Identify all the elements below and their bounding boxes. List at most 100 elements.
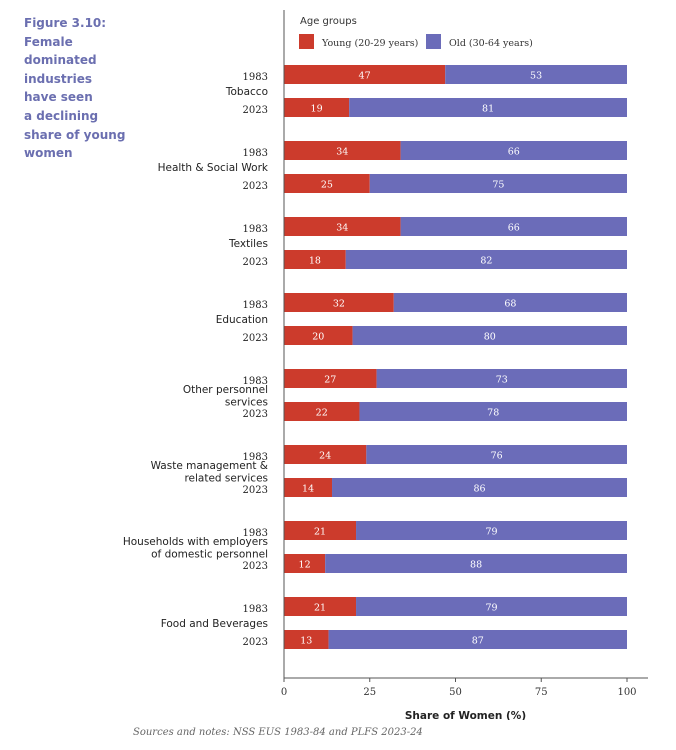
year-label: 2023 <box>243 257 268 268</box>
year-label: 1983 <box>243 376 268 387</box>
data-label-old: 78 <box>487 408 499 419</box>
figure-label: Figure 3.10: <box>24 16 107 30</box>
data-label-young: 20 <box>312 332 324 343</box>
data-label-old: 76 <box>491 451 503 462</box>
bar-segment-young <box>284 445 367 464</box>
x-tick-label: 75 <box>535 687 548 698</box>
data-label-young: 21 <box>314 603 326 614</box>
x-tick-label: 100 <box>617 687 636 698</box>
bar-segment-young <box>284 293 394 312</box>
bar-group: 47 53 1983 19 81 2023 Tobacco <box>225 65 627 117</box>
year-label: 2023 <box>243 181 268 192</box>
data-label-old: 80 <box>484 332 496 343</box>
data-label-old: 79 <box>485 603 497 614</box>
category-label: of domestic personnel <box>151 549 268 561</box>
data-label-young: 47 <box>359 71 371 82</box>
data-label-young: 34 <box>336 223 348 234</box>
year-label: 2023 <box>243 333 268 344</box>
data-label-young: 22 <box>316 408 328 419</box>
bar-segment-young <box>284 98 350 117</box>
bar-segment-old <box>352 326 627 345</box>
bar-segment-old <box>366 445 627 464</box>
data-label-young: 14 <box>302 484 314 495</box>
bar-segment-young <box>284 65 446 84</box>
category-label: Tobacco <box>225 86 268 98</box>
year-label: 1983 <box>243 452 268 463</box>
data-label-old: 87 <box>472 636 484 647</box>
data-label-old: 88 <box>470 560 482 571</box>
data-label-young: 13 <box>300 636 312 647</box>
bar-group: 34 66 1983 25 75 2023 Health & Social Work <box>158 141 627 193</box>
year-label: 1983 <box>243 72 268 83</box>
bar-segment-old <box>400 141 627 160</box>
bar-segment-old <box>376 369 627 388</box>
data-label-young: 27 <box>324 375 336 386</box>
bar-segment-old <box>369 174 627 193</box>
year-label: 1983 <box>243 528 268 539</box>
x-tick-label: 25 <box>363 687 376 698</box>
bar-segment-young <box>284 597 357 616</box>
bar-group: 21 79 1983 12 88 2023 Households with employer… <box>123 521 627 573</box>
bar-segment-old <box>332 478 627 497</box>
bar-segment-old <box>349 98 627 117</box>
bar-segment-old <box>393 293 627 312</box>
bar-segment-old <box>356 521 627 540</box>
bar-segment-old <box>359 402 627 421</box>
caption-line: a declining <box>24 108 99 123</box>
bar-group: 34 66 1983 18 82 2023 Textiles <box>228 217 627 269</box>
bars-layer: 47 53 1983 19 81 2023 Tobacco 34 66 1983 25 75 2023 H… <box>123 65 627 649</box>
year-label: 1983 <box>243 604 268 615</box>
legend-swatch-young <box>299 34 314 49</box>
data-label-old: 66 <box>508 147 520 158</box>
data-label-young: 34 <box>336 147 348 158</box>
year-label: 2023 <box>243 105 268 116</box>
bar-segment-old <box>325 554 627 573</box>
bar-segment-old <box>445 65 627 84</box>
bar-segment-young <box>284 250 346 269</box>
data-label-young: 24 <box>319 451 331 462</box>
year-label: 2023 <box>243 561 268 572</box>
caption-line: dominated <box>24 53 97 68</box>
caption-line: have seen <box>24 90 93 105</box>
bar-segment-young <box>284 174 370 193</box>
data-label-old: 73 <box>496 375 508 386</box>
bar-group: 21 79 1983 13 87 2023 Food and Beverages <box>161 597 627 649</box>
bar-segment-young <box>284 478 333 497</box>
bar-segment-young <box>284 141 401 160</box>
bar-segment-young <box>284 217 401 236</box>
bar-segment-young <box>284 326 353 345</box>
legend-label-old: Old (30-64 years) <box>449 38 533 49</box>
bar-segment-young <box>284 630 329 649</box>
data-label-old: 53 <box>530 71 542 82</box>
legend: Age groups Young (20-29 years) Old (30-6… <box>299 16 533 49</box>
data-label-old: 86 <box>473 484 485 495</box>
data-label-young: 21 <box>314 527 326 538</box>
year-label: 2023 <box>243 409 268 420</box>
year-label: 2023 <box>243 485 268 496</box>
bar-group: 24 76 1983 14 86 2023 Waste management &relate… <box>151 445 627 497</box>
legend-title: Age groups <box>300 16 357 27</box>
bar-group: 32 68 1983 20 80 2023 Education <box>216 293 627 345</box>
bar-segment-old <box>328 630 627 649</box>
bar-segment-young <box>284 521 357 540</box>
data-label-old: 79 <box>485 527 497 538</box>
legend-swatch-old <box>426 34 441 49</box>
category-label: Textiles <box>228 238 268 250</box>
data-label-old: 75 <box>492 180 504 191</box>
data-label-old: 82 <box>480 256 492 267</box>
data-label-young: 12 <box>299 560 311 571</box>
legend-label-young: Young (20-29 years) <box>321 38 418 49</box>
data-label-young: 25 <box>321 180 333 191</box>
stacked-bar-chart: Age groups Young (20-29 years) Old (30-6… <box>123 10 648 720</box>
caption-line: women <box>24 146 73 161</box>
bar-segment-old <box>356 597 627 616</box>
x-axis: 0 25 50 75 100 Share of Women (%) <box>281 10 648 720</box>
x-axis-label: Share of Women (%) <box>405 710 526 720</box>
category-label: Education <box>216 314 268 326</box>
data-label-young: 32 <box>333 299 345 310</box>
year-label: 1983 <box>243 224 268 235</box>
figure-caption: Figure 3.10: Female dominated industries… <box>24 14 134 163</box>
source-note: Sources and notes: NSS EUS 1983-84 and P… <box>133 727 423 738</box>
category-label: services <box>225 397 268 409</box>
